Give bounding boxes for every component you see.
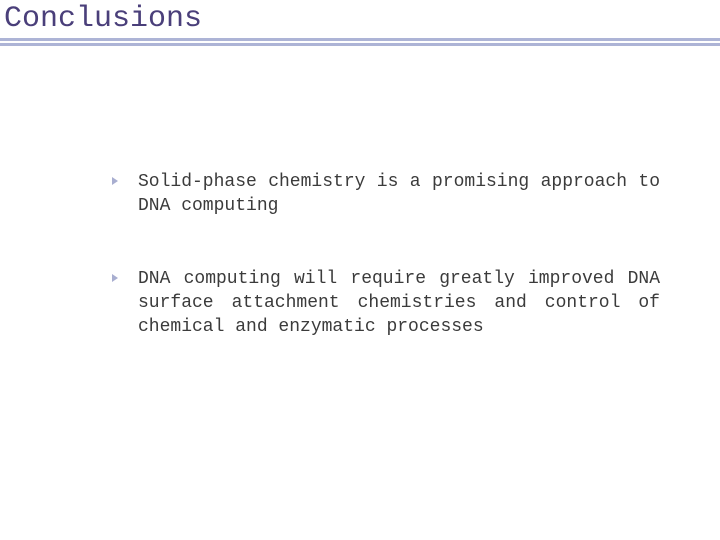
content-area: Solid-phase chemistry is a promising app… <box>110 170 660 387</box>
bullet-text: DNA computing will require greatly impro… <box>138 267 660 340</box>
bullet-marker-icon <box>110 170 138 186</box>
title-underline <box>0 38 720 46</box>
bullet-marker-icon <box>110 267 138 283</box>
bullet-item: DNA computing will require greatly impro… <box>110 267 660 340</box>
bullet-text: Solid-phase chemistry is a promising app… <box>138 170 660 219</box>
title-underline-top <box>0 38 720 41</box>
bullet-item: Solid-phase chemistry is a promising app… <box>110 170 660 219</box>
title-underline-bottom <box>0 43 720 46</box>
slide-title: Conclusions <box>0 0 720 36</box>
title-region: Conclusions <box>0 0 720 46</box>
slide: Conclusions Solid-phase chemistry is a p… <box>0 0 720 540</box>
